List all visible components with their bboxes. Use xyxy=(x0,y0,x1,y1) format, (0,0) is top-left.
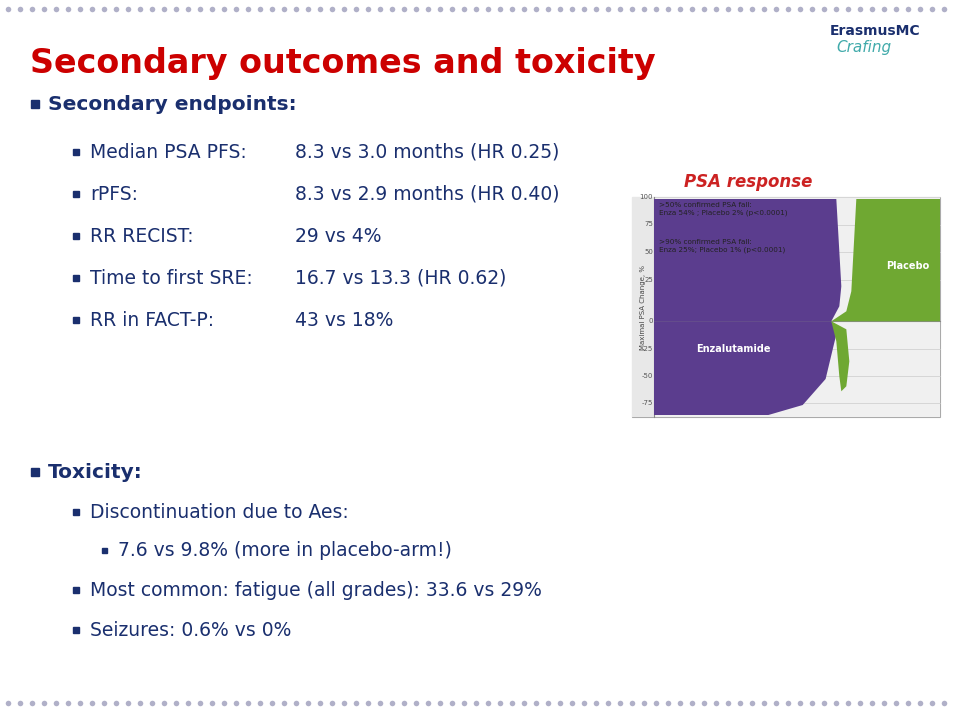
Bar xyxy=(73,150,79,155)
Polygon shape xyxy=(831,199,940,321)
Text: 8.3 vs 2.9 months (HR 0.40): 8.3 vs 2.9 months (HR 0.40) xyxy=(295,184,560,204)
Text: RR RECIST:: RR RECIST: xyxy=(90,226,194,246)
Text: 25: 25 xyxy=(644,276,653,283)
Text: rPFS:: rPFS: xyxy=(90,184,138,204)
Bar xyxy=(102,548,107,553)
Text: -75: -75 xyxy=(641,399,653,406)
Text: RR in FACT-P:: RR in FACT-P: xyxy=(90,310,214,330)
Text: Time to first SRE:: Time to first SRE: xyxy=(90,268,252,288)
Text: >90% confirmed PSA fall:
Enza 25%; Placebo 1% (p<0.0001): >90% confirmed PSA fall: Enza 25%; Place… xyxy=(659,239,785,253)
Text: Enzalutamide: Enzalutamide xyxy=(697,345,771,355)
Text: -50: -50 xyxy=(641,373,653,379)
FancyBboxPatch shape xyxy=(632,197,654,417)
FancyBboxPatch shape xyxy=(654,197,940,417)
Bar xyxy=(31,100,39,108)
Text: Placebo: Placebo xyxy=(886,261,929,271)
Text: Median PSA PFS:: Median PSA PFS: xyxy=(90,142,247,162)
Text: -25: -25 xyxy=(641,346,653,352)
Bar xyxy=(31,468,39,476)
Text: 50: 50 xyxy=(644,249,653,255)
Text: PSA response: PSA response xyxy=(684,173,812,191)
Polygon shape xyxy=(654,321,837,415)
Text: 16.7 vs 13.3 (HR 0.62): 16.7 vs 13.3 (HR 0.62) xyxy=(295,268,506,288)
FancyBboxPatch shape xyxy=(632,197,940,417)
Text: Secondary endpoints:: Secondary endpoints: xyxy=(48,95,297,113)
Text: 0: 0 xyxy=(649,318,653,324)
Polygon shape xyxy=(654,199,841,321)
Bar xyxy=(73,318,79,323)
Text: >50% confirmed PSA fall:
Enza 54% ; Placebo 2% (p<0.0001): >50% confirmed PSA fall: Enza 54% ; Plac… xyxy=(659,202,787,216)
Bar xyxy=(73,234,79,239)
Bar xyxy=(73,192,79,197)
Text: Toxicity:: Toxicity: xyxy=(48,463,143,481)
Text: 75: 75 xyxy=(644,221,653,228)
Text: 100: 100 xyxy=(639,194,653,200)
Text: ErasmusMC: ErasmusMC xyxy=(830,24,921,38)
Polygon shape xyxy=(831,321,850,392)
Text: 8.3 vs 3.0 months (HR 0.25): 8.3 vs 3.0 months (HR 0.25) xyxy=(295,142,560,162)
Text: Discontinuation due to Aes:: Discontinuation due to Aes: xyxy=(90,503,348,521)
Text: Most common: fatigue (all grades): 33.6 vs 29%: Most common: fatigue (all grades): 33.6 … xyxy=(90,580,541,600)
Bar xyxy=(73,509,79,515)
Bar xyxy=(73,276,79,281)
Text: 43 vs 18%: 43 vs 18% xyxy=(295,310,394,330)
Bar xyxy=(73,587,79,593)
Bar xyxy=(73,627,79,633)
Text: 29 vs 4%: 29 vs 4% xyxy=(295,226,381,246)
Text: Seizures: 0.6% vs 0%: Seizures: 0.6% vs 0% xyxy=(90,620,292,639)
Text: 7.6 vs 9.8% (more in placebo-arm!): 7.6 vs 9.8% (more in placebo-arm!) xyxy=(118,540,452,560)
Text: Secondary outcomes and toxicity: Secondary outcomes and toxicity xyxy=(30,47,656,80)
Text: Maximal PSA Change, %: Maximal PSA Change, % xyxy=(640,264,646,350)
Text: Crafing: Crafing xyxy=(836,40,891,55)
